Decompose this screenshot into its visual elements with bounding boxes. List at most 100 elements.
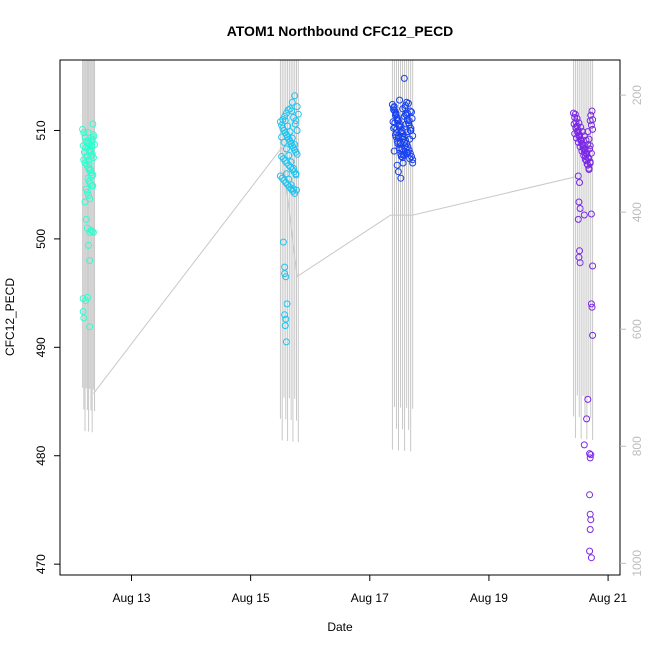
data-point xyxy=(397,153,405,160)
data-point xyxy=(586,454,594,462)
altitude-trace-line xyxy=(93,146,575,394)
data-point xyxy=(81,198,89,206)
data-point xyxy=(79,125,87,133)
data-point xyxy=(291,189,299,197)
y2-tick-label: 1000 xyxy=(630,550,644,577)
data-point xyxy=(409,159,417,167)
y2-tick-label: 200 xyxy=(630,85,644,105)
data-point xyxy=(279,155,287,163)
data-point xyxy=(87,153,95,160)
data-point xyxy=(79,295,87,302)
y-tick-label: 510 xyxy=(34,120,48,140)
data-point xyxy=(586,510,594,518)
data-point xyxy=(586,526,594,533)
data-point xyxy=(574,172,582,180)
data-point xyxy=(80,314,88,322)
data-point xyxy=(580,211,588,219)
data-point xyxy=(85,192,93,199)
data-point xyxy=(88,172,96,180)
data-point xyxy=(399,154,407,162)
data-point xyxy=(279,238,287,246)
y-tick-label: 480 xyxy=(34,445,48,465)
data-point xyxy=(83,293,91,301)
data-point xyxy=(89,133,97,141)
data-point xyxy=(392,109,400,117)
data-point xyxy=(576,205,584,212)
chart-title: ATOM1 Northbound CFC12_PECD xyxy=(227,23,454,39)
x-tick-label: Aug 21 xyxy=(589,591,627,605)
data-point xyxy=(86,166,94,173)
data-point xyxy=(394,168,402,176)
data-point xyxy=(286,128,294,136)
data-point xyxy=(89,182,97,190)
data-point xyxy=(583,149,591,157)
data-point xyxy=(405,119,412,127)
y-axis-label: CFC12_PECD xyxy=(3,278,17,356)
data-point xyxy=(589,116,597,124)
data-point xyxy=(581,145,589,153)
data-point xyxy=(587,554,595,562)
data-point xyxy=(394,140,402,147)
data-point xyxy=(280,176,288,184)
data-point xyxy=(87,226,95,234)
data-point xyxy=(587,300,595,308)
data-point xyxy=(574,128,582,136)
data-point xyxy=(399,159,407,167)
data-point xyxy=(588,107,596,115)
data-point xyxy=(576,247,583,255)
data-point xyxy=(575,198,583,206)
y-axis: 470 480 490 500 510 xyxy=(34,120,60,574)
data-point xyxy=(284,106,292,114)
y-tick-label: 490 xyxy=(34,337,48,357)
plot-frame xyxy=(59,59,621,576)
data-point xyxy=(281,311,289,319)
data-point xyxy=(571,110,579,118)
data-point xyxy=(82,215,90,223)
data-point xyxy=(86,195,94,203)
x-tick-label: Aug 17 xyxy=(351,591,389,605)
data-point xyxy=(84,137,92,145)
data-point xyxy=(288,166,296,173)
data-point xyxy=(400,74,408,82)
data-point xyxy=(408,108,415,116)
data-point xyxy=(390,103,398,111)
data-point xyxy=(393,161,401,169)
data-point xyxy=(587,451,595,459)
data-point xyxy=(282,315,290,323)
data-point xyxy=(294,110,302,118)
data-point xyxy=(82,297,90,305)
data-point xyxy=(292,171,300,179)
data-point xyxy=(579,144,587,152)
data-point xyxy=(293,186,300,194)
data-point xyxy=(589,262,597,270)
data-point xyxy=(281,322,289,330)
data-point xyxy=(276,118,284,126)
data-point xyxy=(287,158,295,166)
data-point xyxy=(406,127,414,134)
data-point xyxy=(286,105,294,113)
y2-axis: 200 400 600 800 1000 xyxy=(620,85,644,577)
data-point xyxy=(586,450,594,458)
data-point xyxy=(584,154,592,162)
data-point xyxy=(291,120,299,128)
data-point xyxy=(577,136,585,144)
data-point xyxy=(587,210,595,218)
data-point xyxy=(290,185,297,193)
data-point xyxy=(285,151,293,159)
data-point xyxy=(293,150,301,158)
data-point xyxy=(79,308,87,315)
x-tick-label: Aug 19 xyxy=(470,591,508,605)
data-point xyxy=(391,119,399,127)
data-point xyxy=(293,103,301,111)
data-point xyxy=(276,172,284,180)
data-point xyxy=(589,331,597,339)
y2-tick-label: 800 xyxy=(630,436,644,456)
data-point xyxy=(586,547,594,555)
data-point xyxy=(397,174,405,182)
data-point xyxy=(570,109,577,117)
data-point xyxy=(285,183,293,191)
data-point xyxy=(88,143,96,151)
data-point xyxy=(403,98,411,106)
data-point xyxy=(286,137,294,145)
data-point xyxy=(393,125,401,133)
